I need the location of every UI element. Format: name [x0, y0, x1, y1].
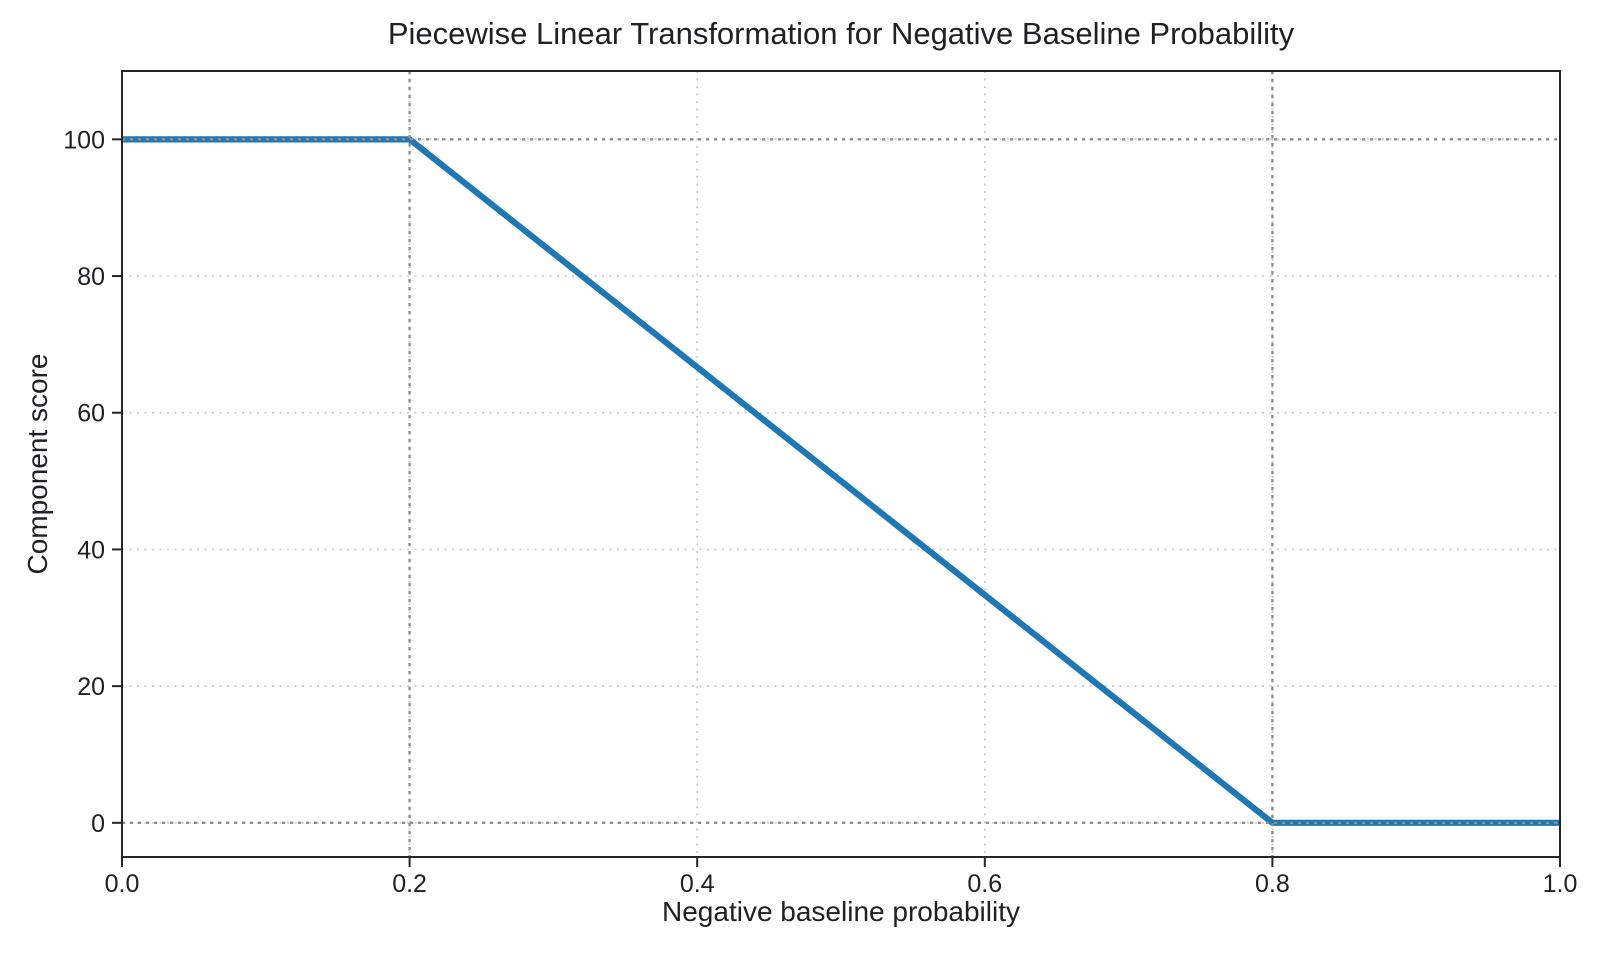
- x-tick-label: 1.0: [1543, 870, 1578, 898]
- reference-lines: [122, 71, 1560, 857]
- series-line: [122, 136, 1560, 826]
- plot-border: [121, 70, 1561, 858]
- tick-marks: [112, 138, 1561, 867]
- x-axis-label: Negative baseline probability: [662, 896, 1020, 927]
- y-tick-label: 40: [77, 536, 105, 564]
- tick-labels: 0.0 0.2 0.4 0.6 0.8 1.0 0 20 40 60 80 100: [63, 126, 1577, 898]
- y-tick-label: 80: [77, 263, 105, 291]
- x-tick-label: 0.6: [967, 870, 1002, 898]
- x-tick-label: 0.2: [392, 870, 427, 898]
- y-axis-label: Component score: [22, 353, 53, 575]
- x-tick-label: 0.0: [105, 870, 140, 898]
- y-tick-label: 100: [63, 126, 105, 154]
- y-tick-label: 20: [77, 673, 105, 701]
- gridlines: [122, 71, 1560, 857]
- x-tick-label: 0.4: [680, 870, 715, 898]
- chart-title: Piecewise Linear Transformation for Nega…: [387, 16, 1295, 51]
- y-tick-label: 0: [91, 810, 105, 838]
- y-tick-label: 60: [77, 400, 105, 428]
- x-tick-label: 0.8: [1255, 870, 1290, 898]
